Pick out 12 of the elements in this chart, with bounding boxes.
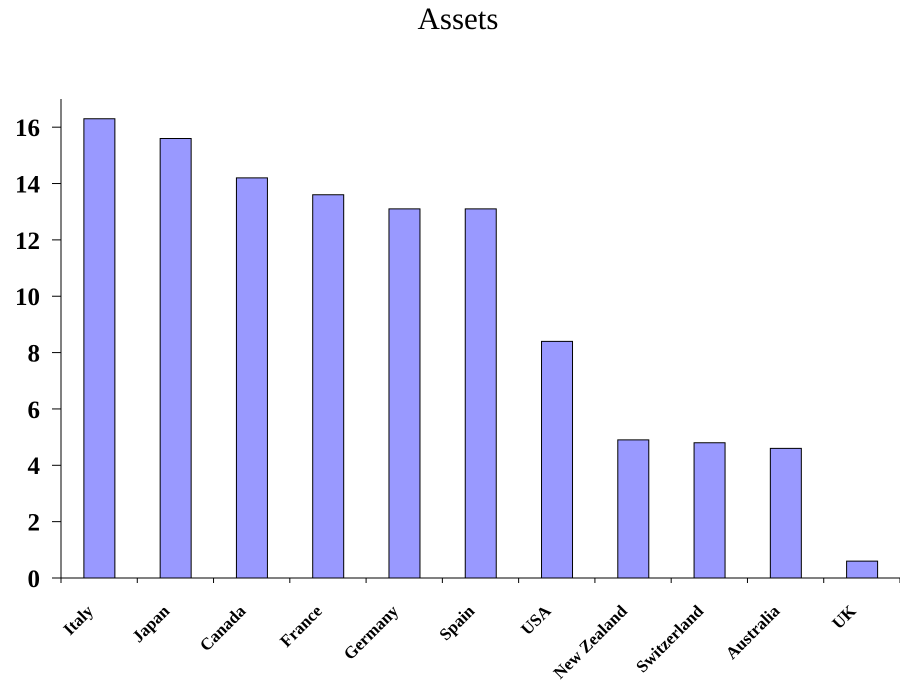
y-tick-label: 6 — [28, 396, 40, 424]
y-tick-label: 0 — [28, 566, 40, 593]
y-tick-label: 2 — [28, 510, 40, 537]
y-tick-label: 16 — [15, 115, 40, 142]
x-tick-label: UK — [828, 600, 860, 633]
y-tick-label: 4 — [28, 453, 40, 480]
y-tick-label: 10 — [15, 284, 40, 312]
y-tick-label: 12 — [15, 228, 40, 255]
y-tick-label: 14 — [15, 171, 40, 198]
y-tick-label: 8 — [28, 340, 40, 368]
x-tick-label: USA — [517, 600, 556, 639]
chart-title: Assets — [416, 1, 500, 36]
